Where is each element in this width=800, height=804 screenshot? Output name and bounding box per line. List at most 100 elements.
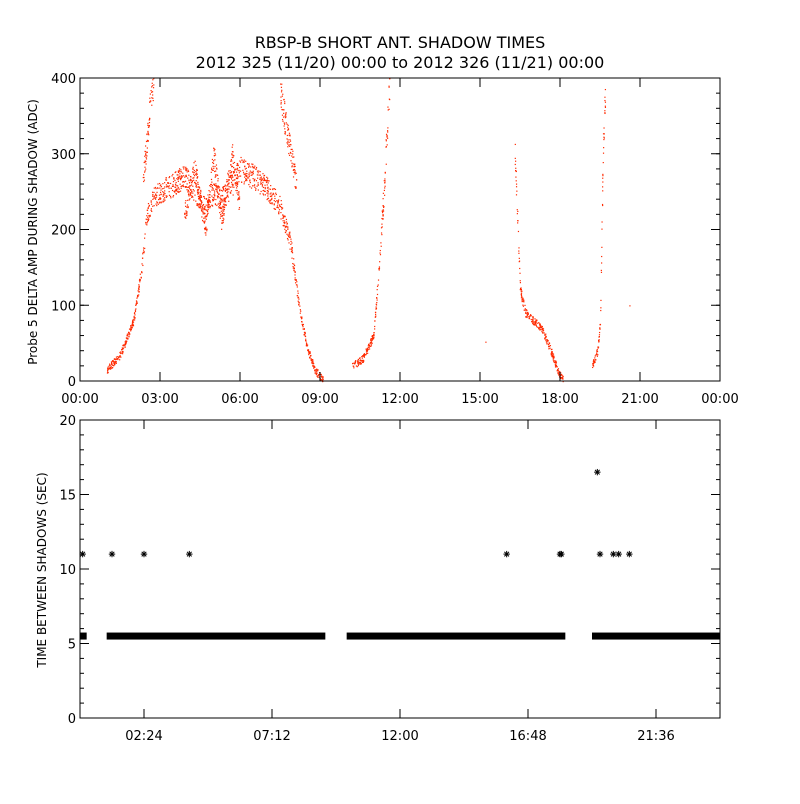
top-data-point <box>544 334 546 336</box>
top-data-point <box>131 327 133 329</box>
top-data-point <box>153 78 155 80</box>
top-data-point <box>318 373 320 376</box>
top-data-point <box>376 297 378 299</box>
top-data-point <box>144 155 146 157</box>
top-data-point <box>231 151 234 153</box>
top-data-point <box>144 247 146 249</box>
top-data-point <box>376 289 378 291</box>
top-data-point <box>283 109 285 111</box>
top-data-point <box>366 348 368 350</box>
top-data-point <box>291 248 293 251</box>
top-data-point <box>203 227 206 229</box>
top-data-point <box>381 223 383 225</box>
top-data-point <box>283 222 285 224</box>
top-data-point <box>147 122 149 125</box>
top-data-point <box>282 215 285 218</box>
top-data-point <box>360 363 362 365</box>
top-data-point <box>598 331 601 334</box>
top-data-point <box>252 166 254 169</box>
top-data-point <box>293 169 295 171</box>
top-data-point <box>555 361 557 363</box>
top-data-point <box>204 221 206 223</box>
top-data-point <box>288 233 290 236</box>
top-data-point <box>146 133 148 135</box>
top-data-point <box>263 175 265 177</box>
top-data-point <box>387 127 389 129</box>
top-data-point <box>520 297 523 299</box>
top-data-point <box>359 363 361 365</box>
top-data-point <box>186 189 188 191</box>
top-data-point <box>203 221 205 223</box>
top-data-point <box>199 192 202 194</box>
top-data-point <box>228 186 230 188</box>
top-data-point <box>524 309 526 311</box>
top-data-point <box>245 178 247 180</box>
top-data-point <box>231 186 233 188</box>
top-data-point <box>229 186 232 188</box>
top-data-point <box>382 215 384 217</box>
top-data-point <box>232 184 234 187</box>
top-data-point <box>201 219 204 222</box>
top-data-point <box>284 131 286 133</box>
top-data-point <box>230 174 232 177</box>
top-data-point <box>284 222 286 224</box>
top-data-point <box>248 173 250 176</box>
top-data-point <box>320 379 322 382</box>
top-data-point <box>186 171 188 173</box>
top-x-tick-label: 09:00 <box>301 392 338 407</box>
top-data-point <box>372 337 374 339</box>
top-data-point <box>237 183 239 186</box>
top-data-point <box>550 352 553 354</box>
top-data-point <box>604 101 607 103</box>
top-data-point <box>118 356 120 359</box>
top-data-point <box>288 134 290 136</box>
top-data-point <box>285 225 287 227</box>
top-data-point <box>194 182 196 184</box>
top-data-point <box>485 341 487 343</box>
top-data-point <box>223 197 225 199</box>
top-data-point <box>149 93 151 95</box>
top-data-point <box>597 347 599 349</box>
top-data-point <box>181 175 183 177</box>
top-data-point <box>366 350 369 352</box>
top-data-point <box>317 376 319 378</box>
top-data-point <box>552 356 554 358</box>
top-data-point <box>531 321 533 323</box>
top-data-point <box>253 180 255 182</box>
top-data-point <box>142 176 144 179</box>
top-data-point <box>542 328 544 330</box>
top-data-point <box>384 171 386 173</box>
top-data-point <box>317 369 319 371</box>
top-data-point <box>534 320 536 323</box>
top-data-point <box>177 190 179 192</box>
top-data-point <box>133 315 135 318</box>
top-data-point <box>279 195 281 198</box>
top-data-point <box>548 342 550 344</box>
top-x-tick-label: 15:00 <box>461 392 498 407</box>
top-data-point <box>203 196 205 198</box>
top-data-point <box>594 355 596 357</box>
top-data-point <box>560 373 563 376</box>
top-data-point <box>187 169 189 171</box>
top-data-point <box>108 367 111 370</box>
top-data-point <box>225 204 227 206</box>
top-data-point <box>216 174 218 176</box>
top-data-point <box>372 338 374 340</box>
top-data-point <box>523 300 525 302</box>
top-data-point <box>267 197 270 199</box>
top-data-point <box>152 79 154 81</box>
top-data-point <box>186 214 188 216</box>
top-data-point <box>552 353 555 355</box>
top-data-point <box>213 148 215 150</box>
top-data-point <box>193 171 195 174</box>
top-data-point <box>547 339 549 342</box>
top-data-point <box>154 194 157 196</box>
top-data-point <box>282 217 284 219</box>
top-data-point <box>517 222 519 224</box>
top-data-point <box>293 171 295 174</box>
top-data-point <box>192 168 194 170</box>
top-data-point <box>387 106 389 108</box>
top-data-point <box>287 126 289 128</box>
top-data-point <box>269 199 271 201</box>
top-data-point <box>310 359 312 361</box>
